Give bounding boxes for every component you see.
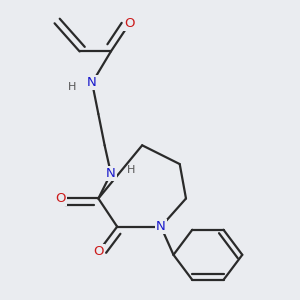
Text: O: O (56, 192, 66, 205)
Text: N: N (156, 220, 166, 233)
Text: H: H (127, 165, 135, 175)
Text: H: H (68, 82, 76, 92)
Text: O: O (93, 245, 104, 258)
Text: O: O (124, 17, 135, 30)
Text: N: N (106, 167, 116, 180)
Text: N: N (87, 76, 97, 89)
